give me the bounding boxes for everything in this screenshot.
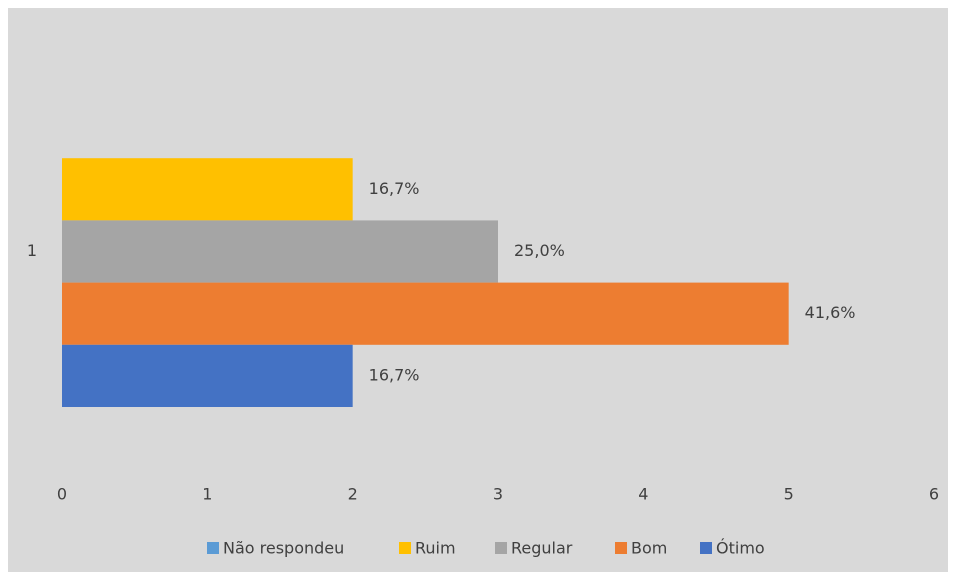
data-label: 16,7% — [369, 179, 420, 198]
x-tick-label: 5 — [784, 485, 794, 504]
data-label: 41,6% — [805, 303, 856, 322]
legend-label: Bom — [631, 539, 667, 558]
legend-label: Não respondeu — [223, 539, 344, 558]
x-tick-label: 2 — [348, 485, 358, 504]
legend-swatch — [495, 542, 507, 554]
x-tick-label: 6 — [929, 485, 939, 504]
bar — [62, 220, 498, 283]
data-label: 25,0% — [514, 241, 565, 260]
legend-swatch — [700, 542, 712, 554]
legend-swatch — [615, 542, 627, 554]
x-tick-label: 3 — [493, 485, 503, 504]
bar — [62, 282, 789, 345]
x-tick-label: 4 — [638, 485, 648, 504]
legend-swatch — [399, 542, 411, 554]
x-tick-label: 1 — [202, 485, 212, 504]
bar — [62, 158, 353, 221]
y-tick-label: 1 — [27, 241, 37, 260]
x-tick-label: 0 — [57, 485, 67, 504]
data-label: 16,7% — [369, 365, 420, 384]
legend-label: Ruim — [415, 539, 456, 558]
legend-swatch — [207, 542, 219, 554]
legend-label: Regular — [511, 539, 573, 558]
legend-label: Ótimo — [716, 539, 765, 558]
bar — [62, 344, 353, 407]
